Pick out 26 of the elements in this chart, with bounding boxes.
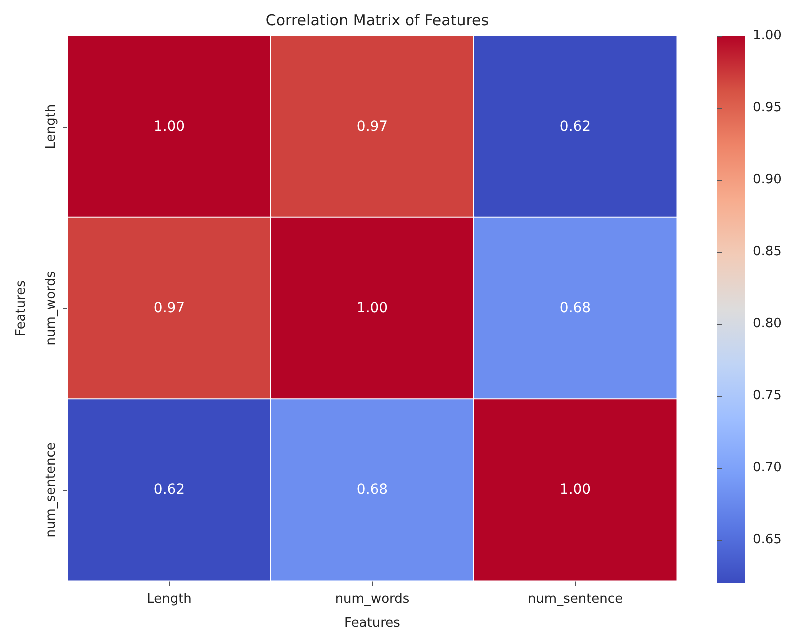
data-label: 1.00 — [356, 300, 388, 316]
y-tick-label: num_sentence — [44, 442, 59, 538]
color-bar-label: 0.70 — [753, 460, 782, 476]
data-label: 0.62 — [560, 118, 592, 135]
data-label: 1.00 — [560, 482, 592, 498]
color-bar-label: 0.65 — [753, 532, 782, 548]
color-bar-label: 0.85 — [753, 244, 782, 260]
x-tick-label: Length — [147, 592, 192, 607]
data-label: 0.68 — [356, 482, 388, 498]
y-tick-label: num_words — [44, 271, 59, 346]
data-label: 0.62 — [154, 482, 186, 498]
y-axis-title: Features — [14, 280, 29, 336]
data-label: 0.68 — [560, 300, 592, 316]
x-tick-label: num_words — [335, 592, 410, 607]
color-bar-label: 1.00 — [753, 28, 782, 44]
color-bar-label: 0.75 — [753, 388, 782, 404]
data-label: 1.00 — [154, 118, 186, 135]
data-label: 0.97 — [356, 118, 388, 135]
color-bar-label: 0.95 — [753, 100, 782, 116]
color-bar-label: 0.80 — [753, 316, 782, 332]
x-axis-title: Features — [344, 616, 401, 631]
y-tick-label: Length — [44, 104, 59, 150]
color-bar-label: 0.90 — [753, 172, 782, 188]
x-tick-label: num_sentence — [528, 592, 624, 607]
chart-title: Correlation Matrix of Features — [266, 12, 490, 30]
data-label: 0.97 — [154, 300, 186, 316]
